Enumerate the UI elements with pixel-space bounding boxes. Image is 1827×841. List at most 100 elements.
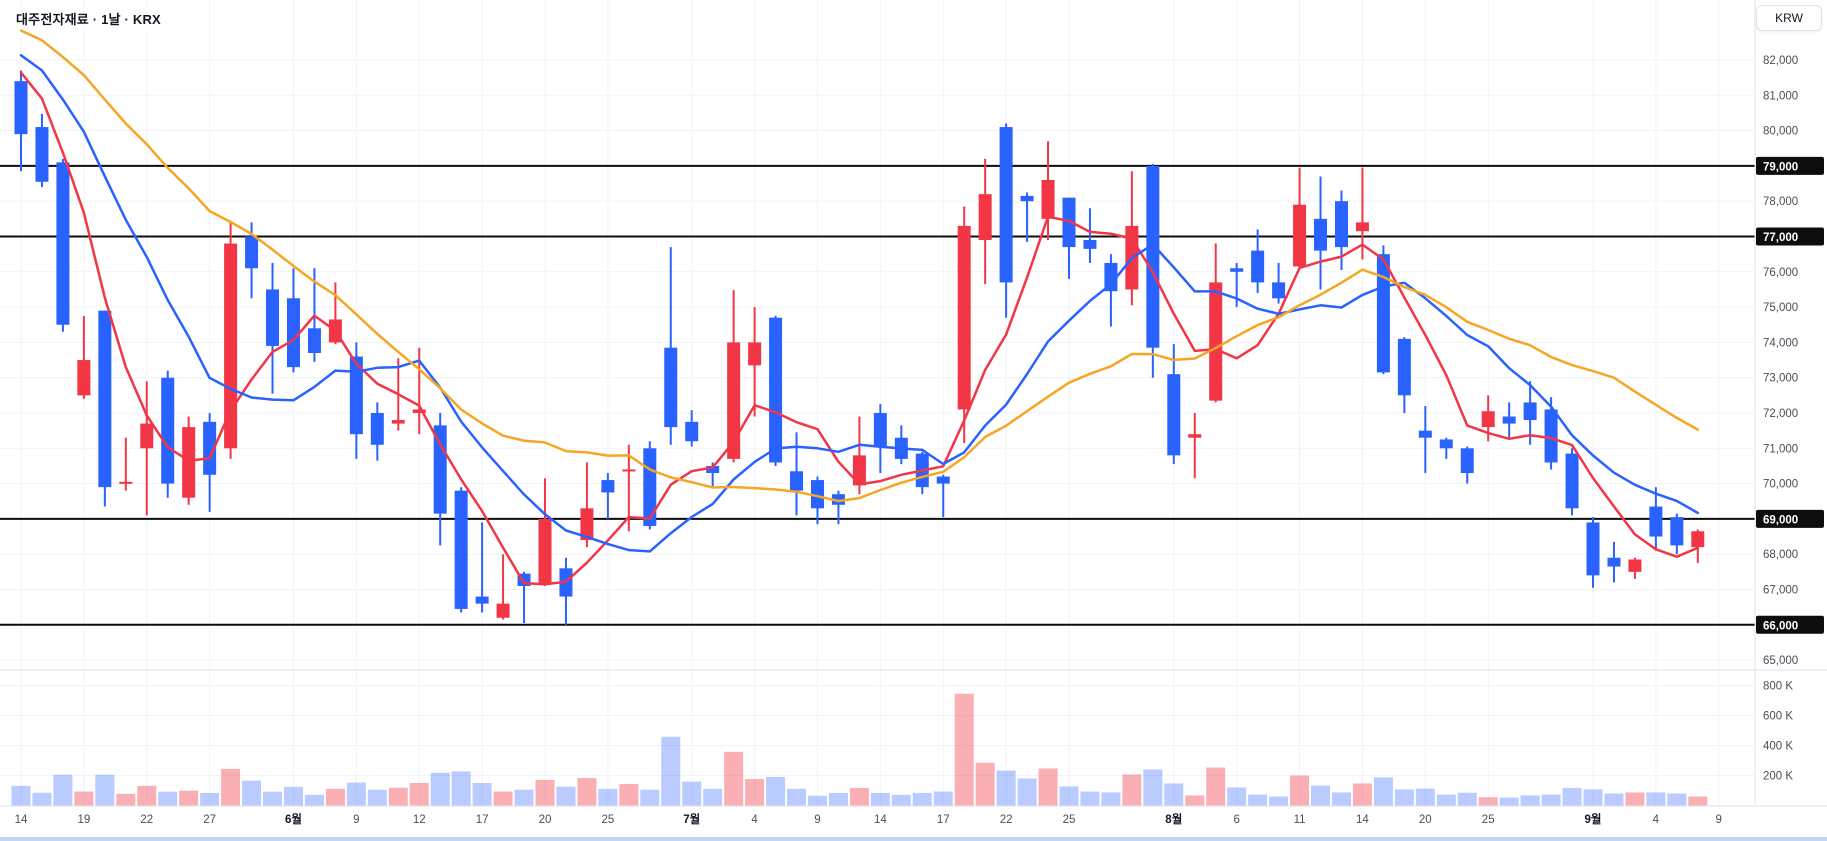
level-lines[interactable] <box>0 164 1755 626</box>
candle-body <box>203 421 217 475</box>
volume-bar-22 <box>472 783 492 806</box>
volume-bar-47 <box>996 770 1016 806</box>
candle-body <box>14 81 28 135</box>
candle-47 <box>999 123 1013 318</box>
candle-body <box>873 413 887 447</box>
candle-23 <box>496 554 510 620</box>
candle-body <box>1251 250 1265 283</box>
candle-27 <box>580 462 594 548</box>
candle-57 <box>1209 243 1223 403</box>
time-tick-label: 9월 <box>1585 812 1602 826</box>
time-tick-label: 25 <box>1063 814 1076 826</box>
candle-44 <box>936 474 950 518</box>
candle-body <box>454 490 468 609</box>
candle-body <box>1020 195 1034 202</box>
candle-body <box>182 427 196 498</box>
volume-bar-43 <box>912 792 932 806</box>
volume-bar-5 <box>116 793 136 806</box>
candle-body <box>98 310 112 488</box>
level-badge-label: 77,000 <box>1763 232 1798 244</box>
volume-bar-61 <box>1290 775 1310 806</box>
volume-scale[interactable]: 800 K 600 K 400 K 200 K <box>1763 681 1793 783</box>
volume-bar-44 <box>933 791 953 806</box>
volume-bar-73 <box>1541 794 1561 806</box>
candle-62 <box>1314 176 1328 290</box>
volume-bar-26 <box>556 786 576 806</box>
candle-body <box>852 455 866 486</box>
candle-59 <box>1251 229 1265 293</box>
volume-bar-11 <box>242 780 262 806</box>
candle-12 <box>266 262 280 394</box>
candle-body <box>307 328 321 353</box>
candle-body <box>1397 338 1411 396</box>
volume-bar-54 <box>1143 769 1163 806</box>
candle-body <box>496 603 510 618</box>
candle-38 <box>810 476 824 525</box>
candle-body <box>1334 201 1348 248</box>
candle-body <box>1586 522 1600 576</box>
price-tick-label: 80,000 <box>1763 126 1798 138</box>
volume-bar-52 <box>1101 792 1121 806</box>
candle-39 <box>831 490 845 525</box>
candle-6 <box>140 381 154 516</box>
candle-body <box>391 420 405 424</box>
time-scale[interactable]: 14 19 22 27 6월 9 12 17 20 25 7월 4 9 14 17 22 25 8월 6 11 14 20… <box>15 812 1722 826</box>
volume-bar-13 <box>283 786 303 806</box>
candle-body <box>643 448 657 526</box>
volume-bar-0 <box>11 785 31 806</box>
volume-bar-37 <box>787 788 807 806</box>
time-tick-label: 27 <box>203 814 216 826</box>
volume-bar-25 <box>535 780 555 806</box>
candle-52 <box>1104 254 1118 327</box>
candle-body <box>370 413 384 445</box>
volume-bar-53 <box>1122 774 1142 806</box>
volume-bar-51 <box>1080 791 1100 806</box>
symbol-title: 대주전자재료 · 1날 · KRX <box>12 8 165 29</box>
candle-body <box>1293 204 1307 267</box>
time-tick-label: 14 <box>874 814 887 826</box>
candle-7 <box>161 370 175 498</box>
time-tick-label: 4 <box>751 814 758 826</box>
candle-25 <box>538 478 552 586</box>
volume-bar-62 <box>1311 785 1331 806</box>
candle-body <box>1565 453 1579 509</box>
level-badge-bg <box>1756 509 1824 528</box>
volume-bar-41 <box>870 792 890 806</box>
candle-77 <box>1628 557 1642 579</box>
candle-79 <box>1670 513 1684 555</box>
volume-bar-45 <box>954 693 974 806</box>
time-tick-label: 6 <box>1233 814 1239 826</box>
candle-67 <box>1418 405 1432 474</box>
candle-body <box>1314 218 1328 251</box>
candle-45 <box>957 206 971 444</box>
candle-body <box>1209 282 1223 401</box>
price-tick-label: 82,000 <box>1763 55 1798 67</box>
candle-body <box>1272 282 1286 299</box>
candle-body <box>1439 439 1453 449</box>
candle-body <box>810 480 824 509</box>
price-tick-label: 78,000 <box>1763 196 1798 208</box>
volume-bar-63 <box>1331 792 1351 806</box>
volume-bar-23 <box>493 791 513 806</box>
price-tick-label: 71,000 <box>1763 443 1798 455</box>
price-tick-label: 81,000 <box>1763 90 1798 102</box>
candle-body <box>1523 402 1537 421</box>
level-badge-bg <box>1756 615 1824 634</box>
volume-bar-6 <box>137 785 157 806</box>
volume-bar-80 <box>1688 796 1708 806</box>
candle-body <box>1670 517 1684 546</box>
candle-body <box>622 469 636 472</box>
currency-button[interactable]: KRW <box>1756 5 1822 31</box>
volume-bar-71 <box>1499 797 1519 806</box>
candle-body <box>286 298 300 368</box>
volume-bar-35 <box>745 779 765 806</box>
volume-bar-74 <box>1562 787 1582 806</box>
time-tick-label: 12 <box>413 814 426 826</box>
candle-66 <box>1397 337 1411 413</box>
price-tick-label: 73,000 <box>1763 373 1798 385</box>
volume-bar-42 <box>891 794 911 806</box>
volume-bar-68 <box>1436 794 1456 806</box>
volume-bar-49 <box>1038 768 1058 806</box>
